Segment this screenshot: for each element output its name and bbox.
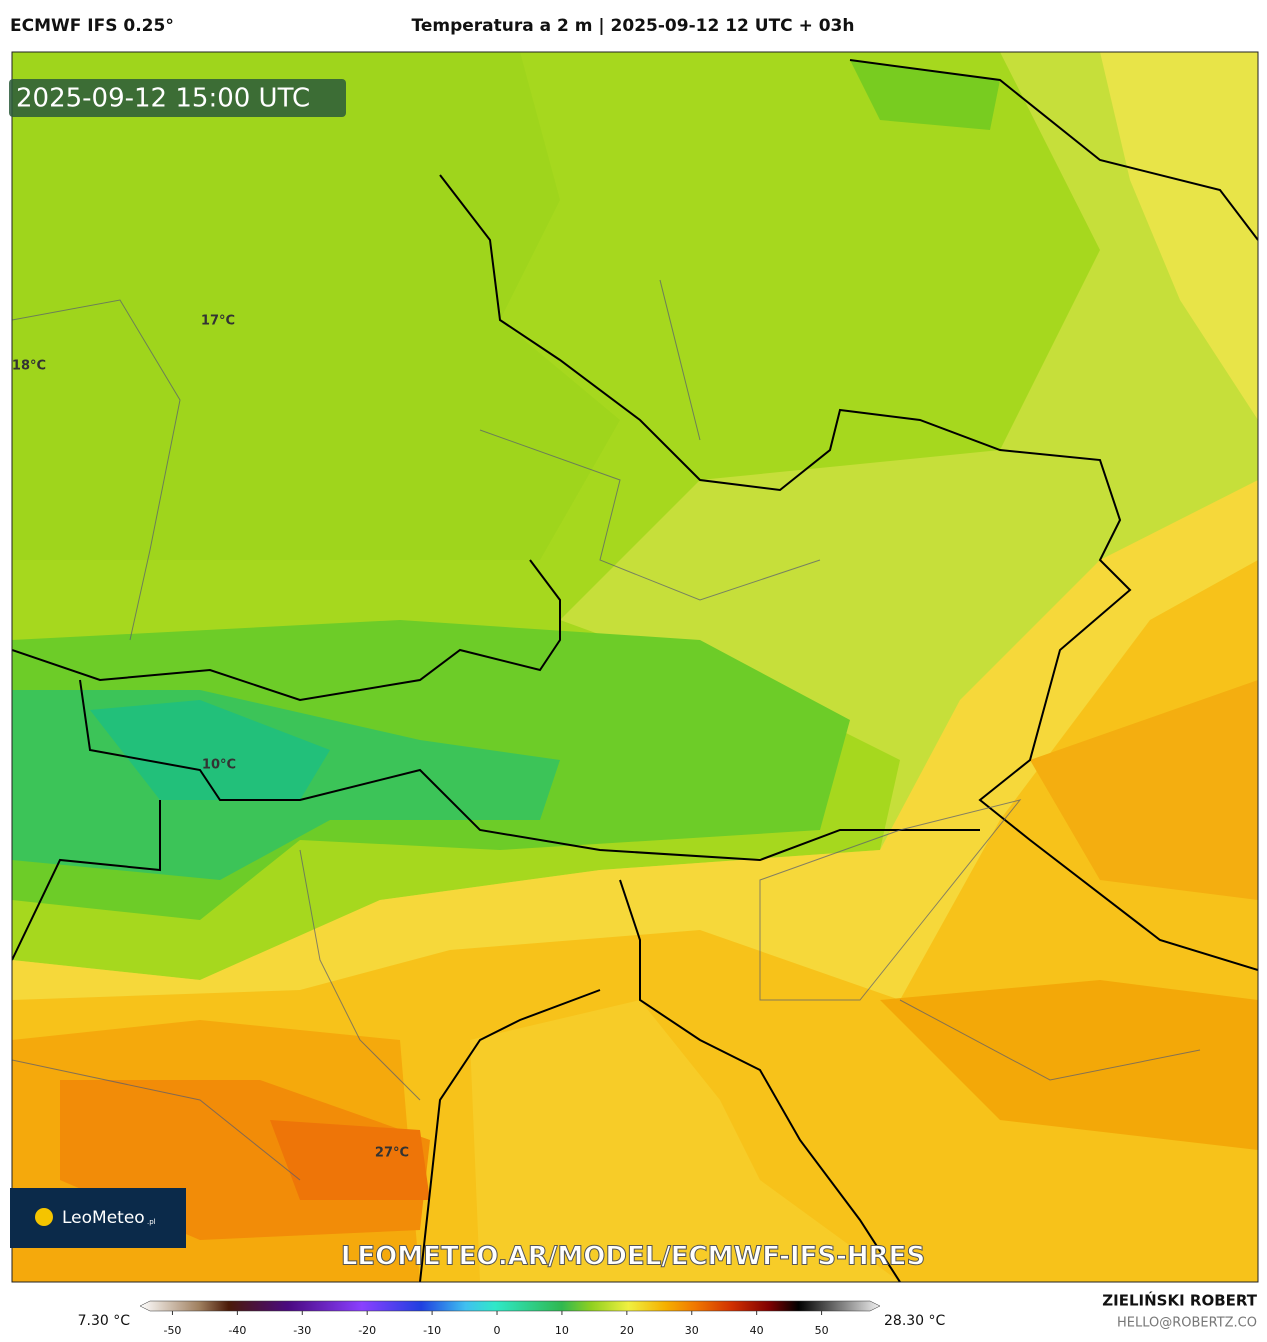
watermark: LEOMETEO.AR/MODEL/ECMWF-IFS-HRES <box>341 1242 925 1272</box>
colorbar <box>139 1300 881 1312</box>
country-borders <box>12 59 1258 1282</box>
colorbar-tick-label: -50 <box>163 1324 181 1337</box>
colorbar-tick-label: -40 <box>228 1324 246 1337</box>
map-frame <box>11 51 1259 1283</box>
temperature-zone <box>850 60 1000 130</box>
contact: HELLO@ROBERTZ.CO <box>1117 1316 1257 1331</box>
temperature-zone <box>880 980 1258 1150</box>
colorbar-tick-label: -10 <box>423 1324 441 1337</box>
temperature-zone <box>1100 52 1258 420</box>
colorbar-max: 28.30 °C <box>884 1313 946 1329</box>
model-name: ECMWF IFS 0.25° <box>10 16 174 36</box>
colorbar-tick-label: 50 <box>815 1324 829 1337</box>
colorbar-min: 7.30 °C <box>78 1313 131 1329</box>
isotherm-label: 17°C <box>201 314 235 329</box>
temperature-zone <box>90 700 330 800</box>
sea-area <box>470 1000 900 1282</box>
region-borders <box>12 279 1201 1181</box>
logo-sun <box>35 1208 53 1226</box>
colorbar-ticks: -50 -40 -30 -20 -10 0 10 20 30 40 50 <box>163 1311 829 1337</box>
valid-time: 2025-09-12 15:00 UTC <box>16 84 310 114</box>
valid-time-box <box>9 79 346 117</box>
colorbar-tick-label: 0 <box>494 1324 501 1337</box>
colorbar-tick-label: 40 <box>750 1324 764 1337</box>
temperature-zone <box>12 52 620 560</box>
colorbar-tick-label: 20 <box>620 1324 634 1337</box>
temperature-zone <box>1030 680 1258 900</box>
map-labels: 17°C 18°C 10°C 27°C <box>12 314 409 1161</box>
author: ZIELIŃSKI ROBERT <box>1102 1291 1257 1310</box>
map-title: Temperatura a 2 m | 2025-09-12 12 UTC + … <box>412 16 855 36</box>
logo-suffix: .pl <box>147 1218 156 1226</box>
isotherm-label: 27°C <box>375 1146 409 1161</box>
temperature-zone <box>270 1120 430 1200</box>
logo-name: LeoMeteo <box>62 1208 145 1228</box>
isotherm-label: 18°C <box>12 359 46 374</box>
colorbar-tick-label: 30 <box>685 1324 699 1337</box>
colorbar-tick-label: -30 <box>293 1324 311 1337</box>
isotherm-label: 10°C <box>202 758 236 773</box>
colorbar-tick-label: 10 <box>555 1324 569 1337</box>
map <box>12 52 1258 1282</box>
colorbar-tick-label: -20 <box>358 1324 376 1337</box>
